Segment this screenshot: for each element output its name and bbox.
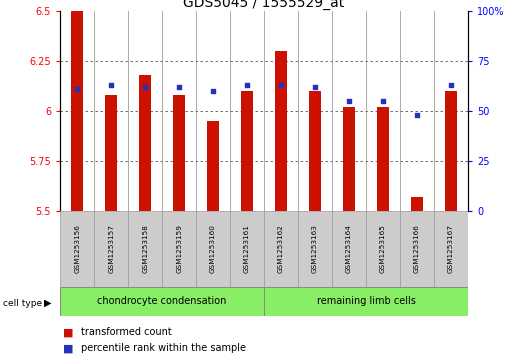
Bar — [94, 211, 128, 287]
Bar — [196, 211, 230, 287]
Text: GSM1253159: GSM1253159 — [176, 224, 182, 273]
Bar — [60, 211, 94, 287]
Point — [141, 84, 150, 90]
Point — [243, 82, 252, 88]
Title: GDS5045 / 1555529_at: GDS5045 / 1555529_at — [184, 0, 345, 10]
Bar — [139, 75, 151, 211]
Bar — [105, 95, 117, 211]
Bar — [377, 107, 389, 211]
Point — [311, 84, 320, 90]
Point — [209, 88, 218, 94]
Bar — [411, 196, 423, 211]
Text: GSM1253160: GSM1253160 — [210, 224, 216, 273]
Text: GSM1253158: GSM1253158 — [142, 224, 148, 273]
Bar — [264, 287, 468, 316]
Bar — [400, 211, 434, 287]
Bar — [343, 107, 355, 211]
Text: percentile rank within the sample: percentile rank within the sample — [81, 343, 246, 354]
Text: transformed count: transformed count — [81, 327, 172, 337]
Bar — [241, 91, 253, 211]
Text: ▶: ▶ — [44, 298, 52, 308]
Text: ■: ■ — [63, 343, 73, 354]
Text: GSM1253164: GSM1253164 — [346, 224, 352, 273]
Bar — [162, 211, 196, 287]
Point — [175, 84, 184, 90]
Point — [379, 98, 388, 104]
Text: GSM1253162: GSM1253162 — [278, 224, 284, 273]
Bar — [298, 211, 332, 287]
Bar — [309, 91, 321, 211]
Point — [345, 98, 354, 104]
Point — [413, 112, 422, 118]
Bar — [173, 95, 185, 211]
Bar — [230, 211, 264, 287]
Text: GSM1253163: GSM1253163 — [312, 224, 318, 273]
Bar — [128, 211, 162, 287]
Text: GSM1253166: GSM1253166 — [414, 224, 420, 273]
Bar — [366, 211, 400, 287]
Bar — [264, 211, 298, 287]
Text: cell type: cell type — [3, 299, 42, 307]
Bar — [434, 211, 468, 287]
Bar — [207, 121, 219, 211]
Bar — [332, 211, 366, 287]
Bar — [445, 91, 457, 211]
Text: GSM1253157: GSM1253157 — [108, 224, 114, 273]
Text: remaining limb cells: remaining limb cells — [316, 296, 416, 306]
Bar — [71, 11, 83, 211]
Text: GSM1253165: GSM1253165 — [380, 224, 386, 273]
Point — [277, 82, 286, 88]
Bar — [60, 287, 264, 316]
Text: chondrocyte condensation: chondrocyte condensation — [97, 296, 227, 306]
Text: ■: ■ — [63, 327, 73, 337]
Text: GSM1253167: GSM1253167 — [448, 224, 454, 273]
Text: GSM1253161: GSM1253161 — [244, 224, 250, 273]
Text: GSM1253156: GSM1253156 — [74, 224, 80, 273]
Point — [107, 82, 116, 88]
Bar — [275, 51, 287, 211]
Point — [73, 86, 82, 91]
Point — [447, 82, 456, 88]
